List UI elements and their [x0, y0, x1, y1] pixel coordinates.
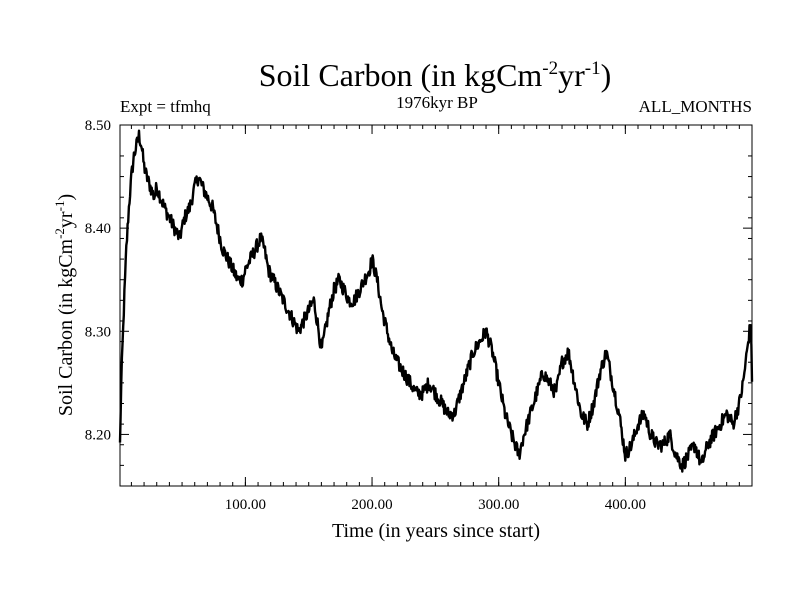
y-tick-label: 8.40 [85, 221, 111, 237]
axis-tick-labels: 100.00 200.00 300.00 400.00 8.20 8.30 8.40 8.50 [85, 118, 646, 513]
chart-title: Soil Carbon (in kgCm-2yr-1) [259, 57, 612, 93]
y-tick-label: 8.30 [85, 324, 111, 340]
x-tick-label: 400.00 [605, 497, 646, 513]
x-tick-label: 200.00 [351, 497, 392, 513]
months-label: ALL_MONTHS [639, 97, 752, 116]
axis-ticks [120, 124, 752, 486]
x-tick-label: 100.00 [225, 497, 266, 513]
plot-area [119, 124, 753, 487]
experiment-label: Expt = tfmhq [120, 97, 211, 116]
series-line [118, 129, 754, 473]
period-label: 1976kyr BP [396, 93, 478, 112]
x-axis-label: Time (in years since start) [332, 520, 540, 542]
y-axis-label: Soil Carbon (in kgCm-2yr-1) [52, 194, 77, 416]
y-tick-label: 8.50 [85, 118, 111, 134]
x-tick-label: 300.00 [478, 497, 519, 513]
y-tick-label: 8.20 [85, 427, 111, 443]
